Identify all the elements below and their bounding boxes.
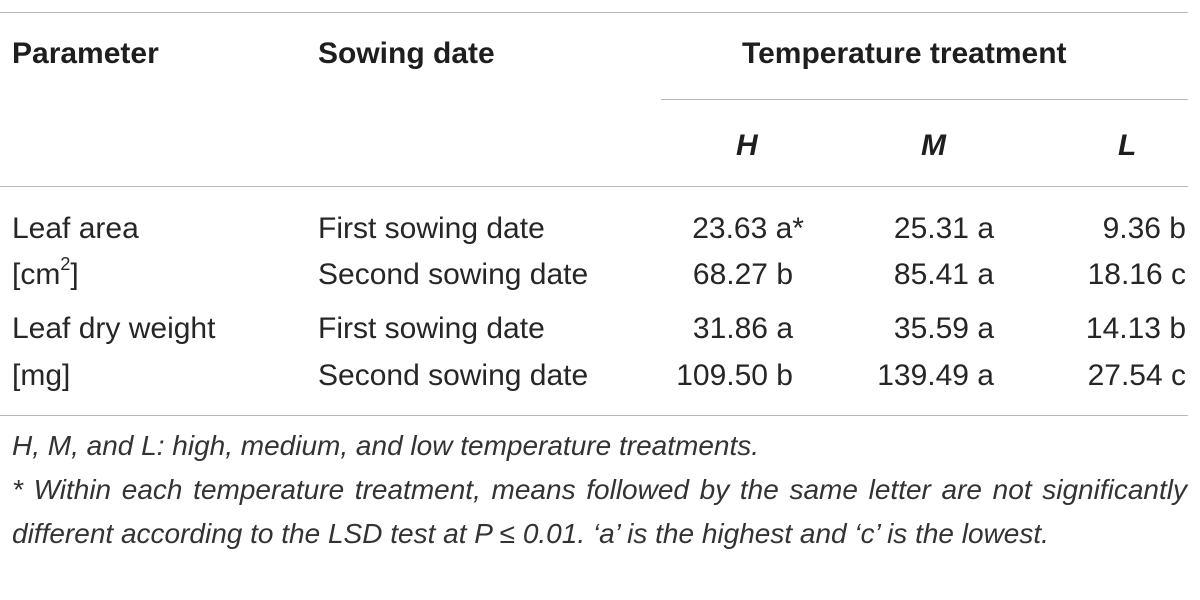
param-leaf-area-line1: Leaf area [12, 212, 139, 245]
table-bottom-rule [0, 415, 1188, 416]
footnote-abbreviations: H, M, and L: high, medium, and low tempe… [12, 430, 760, 461]
value-h: 23.63 a* [692, 212, 804, 245]
param-leaf-area-unit-close: ] [70, 258, 79, 291]
value-m: 139.49 a [877, 359, 994, 392]
header-l: L [1118, 129, 1137, 162]
sowing-date-cell: Second sowing date [318, 359, 589, 392]
value-m: 35.59 a [893, 312, 994, 345]
header-m: M [921, 129, 946, 162]
sowing-date-cell: Second sowing date [318, 258, 589, 291]
param-leaf-area-unit: [cm [12, 258, 61, 291]
value-l: 14.13 b [1085, 312, 1186, 345]
temperature-header-underline [661, 99, 1188, 100]
value-l: 9.36 b [1102, 212, 1186, 245]
sowing-date-cell: First sowing date [318, 212, 545, 245]
value-h: 109.50 b [676, 359, 793, 392]
header-sowing-date: Sowing date [318, 37, 495, 70]
header-h: H [736, 129, 758, 162]
value-l: 27.54 c [1087, 359, 1186, 392]
value-h: 31.86 a [692, 312, 793, 345]
param-leaf-dry-weight-line1: Leaf dry weight [12, 312, 216, 345]
header-temperature-treatment: Temperature treatment [742, 37, 1067, 70]
value-l: 18.16 c [1087, 258, 1186, 291]
param-leaf-dry-weight-line2: [mg] [12, 359, 71, 392]
header-parameter: Parameter [12, 37, 159, 70]
value-m: 25.31 a [893, 212, 994, 245]
param-leaf-area-line2: [cm2] [12, 254, 79, 293]
table-top-rule [0, 12, 1188, 13]
header-bottom-rule [0, 186, 1188, 187]
param-leaf-area-unit-exponent: 2 [60, 254, 71, 274]
value-m: 85.41 a [893, 258, 994, 291]
value-h: 68.27 b [692, 258, 793, 291]
sowing-date-cell: First sowing date [318, 312, 545, 345]
footnote-significance: * Within each temperature treatment, mea… [12, 474, 1187, 549]
